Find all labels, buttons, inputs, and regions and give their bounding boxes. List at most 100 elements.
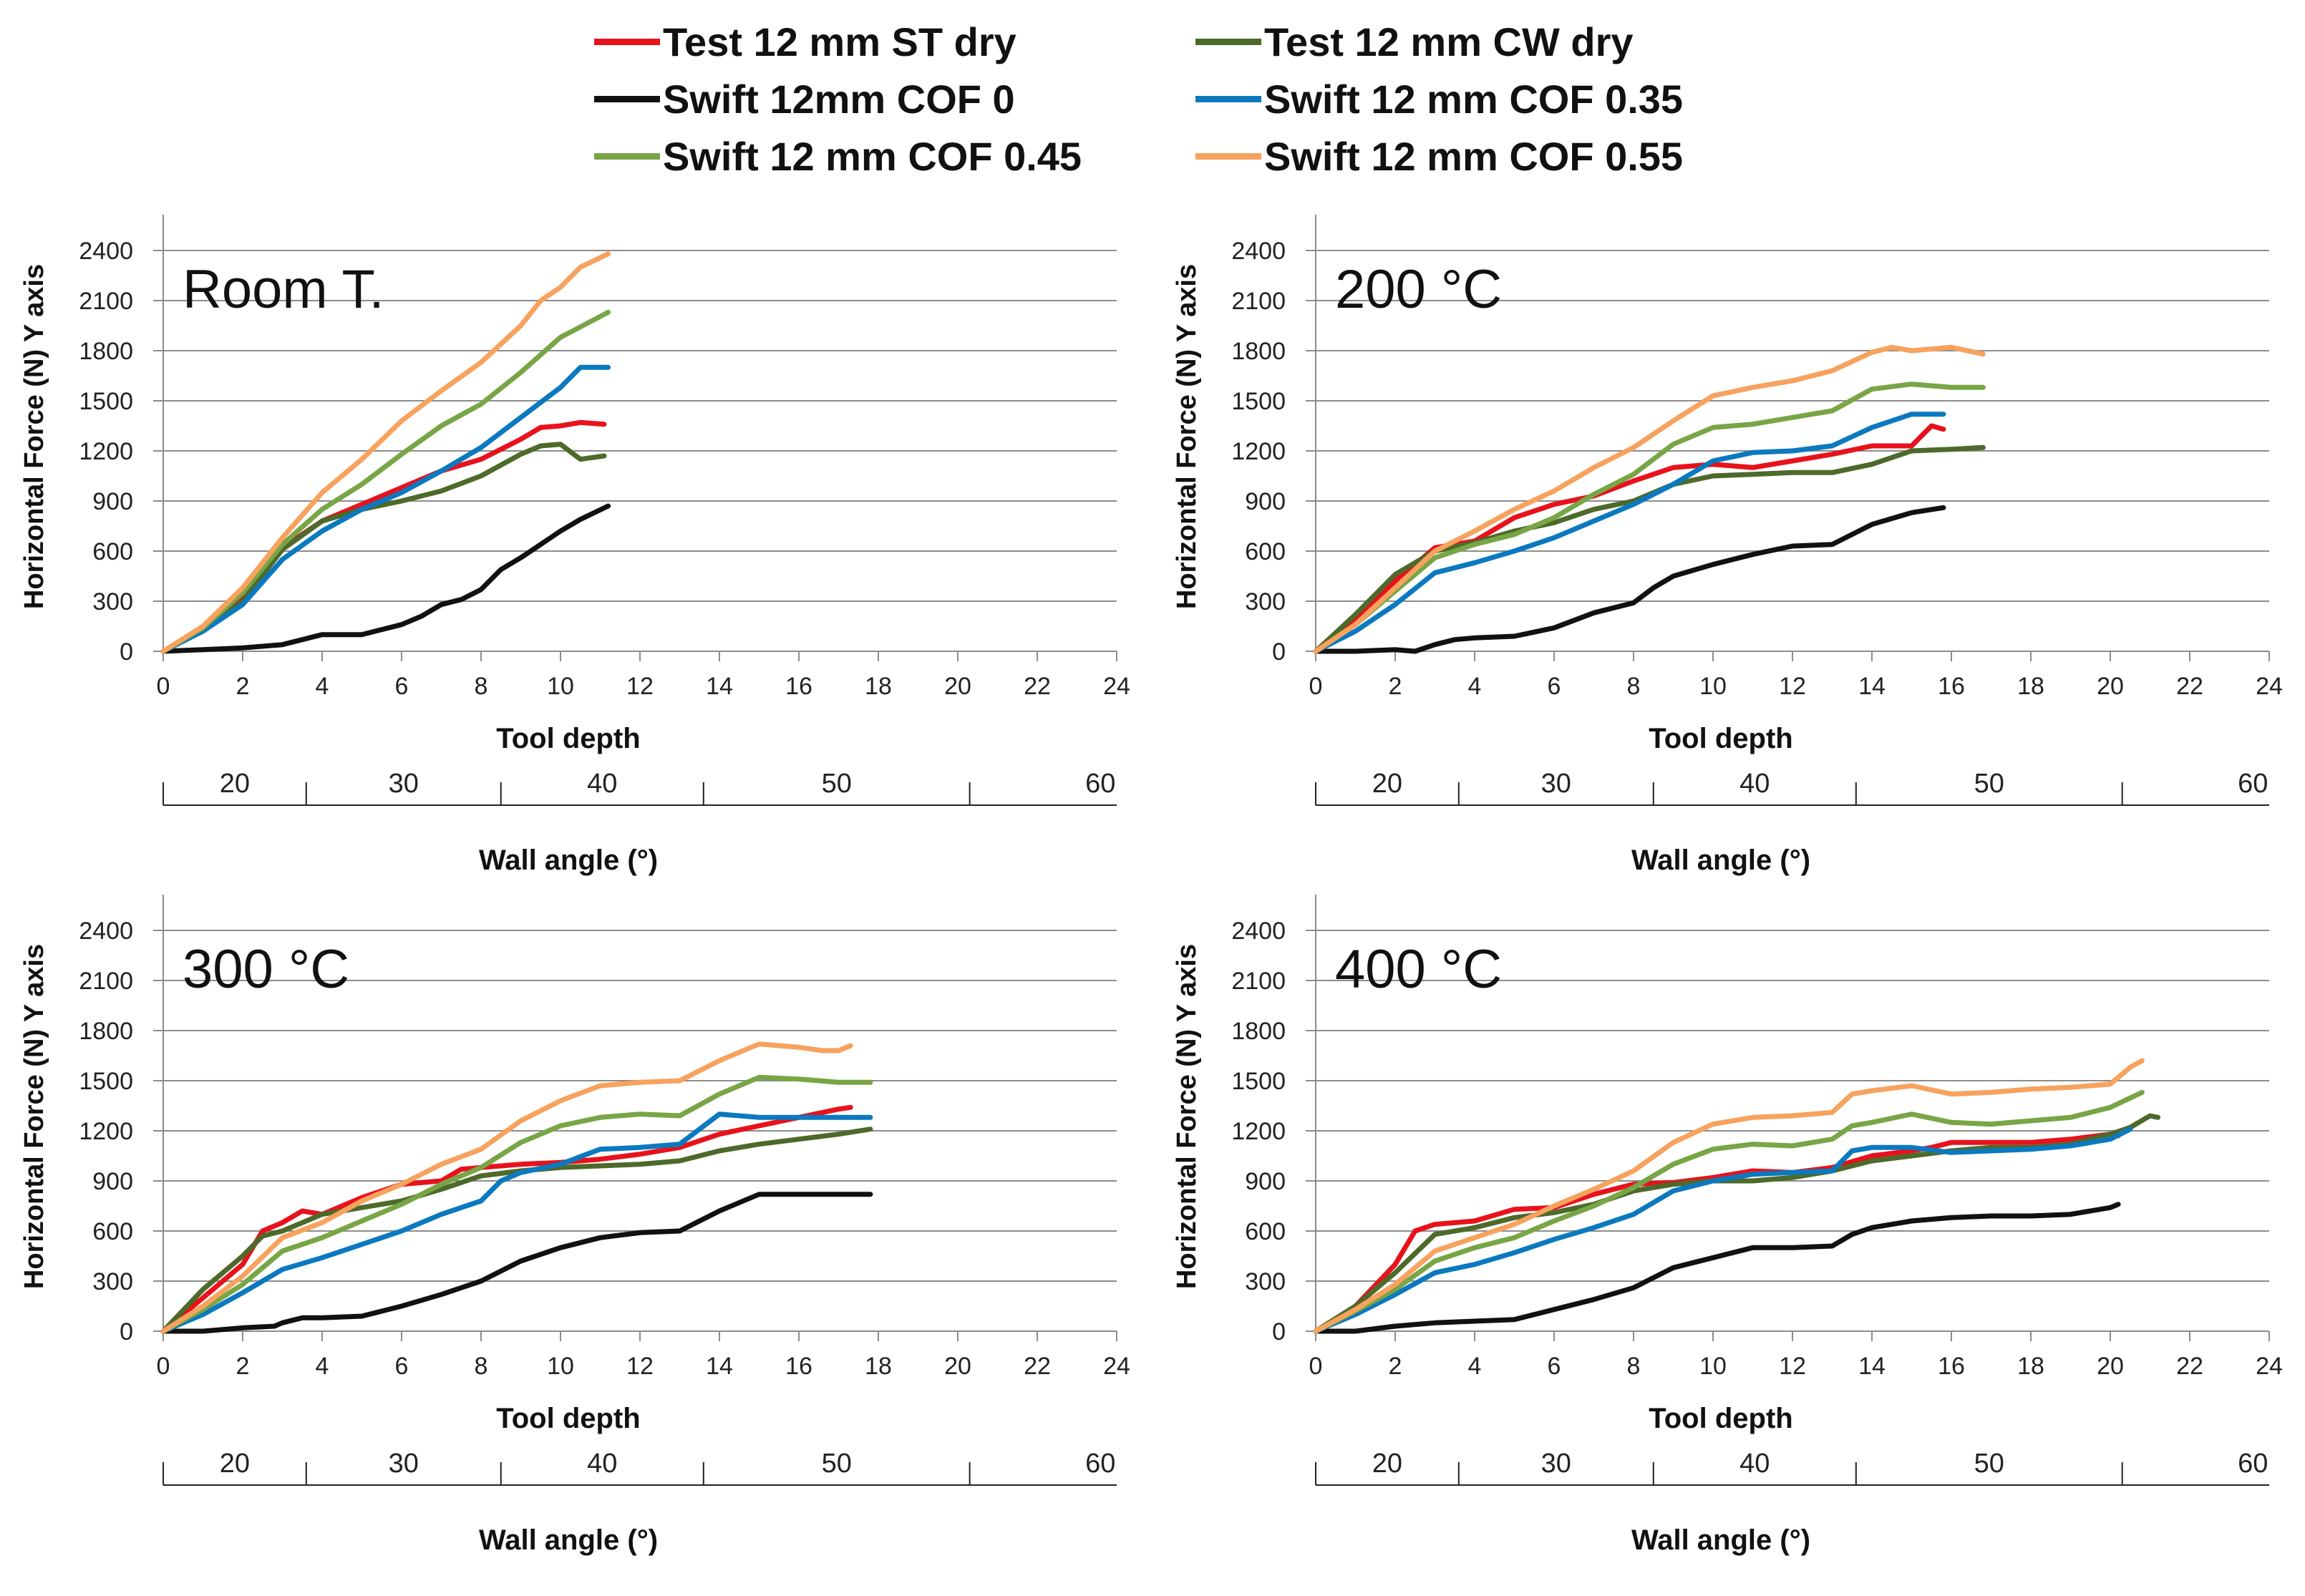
x-tick-label: 22: [2176, 1353, 2203, 1380]
y-tick-label: 0: [1272, 638, 1286, 666]
x-tick-label: 22: [1024, 1353, 1051, 1380]
y-tick-label: 1500: [79, 1068, 133, 1095]
series-line: [160, 364, 611, 654]
y-tick-label: 300: [92, 1268, 133, 1295]
legend-swatch: [594, 152, 660, 160]
legend-item-test-cw-dry: Test 12 mm CW dry: [1195, 13, 1634, 70]
chart-title: 400 °C: [1335, 939, 1502, 1000]
x-tick-label: 0: [157, 1353, 170, 1380]
y-tick-label: 900: [1245, 488, 1286, 515]
wall-angle-axis-label: Wall angle (°): [479, 1524, 658, 1556]
series-line: [1313, 1202, 2121, 1334]
x-tick-label: 24: [1103, 673, 1130, 700]
y-axis-label: Horizontal Force (N) Y axis: [1172, 944, 1202, 1289]
wall-angle-label: 60: [1085, 1449, 1115, 1479]
legend-label: Test 12 mm ST dry: [663, 19, 1016, 64]
series-line: [160, 1104, 853, 1334]
x-tick-label: 8: [1627, 1353, 1641, 1380]
y-tick-label: 900: [1245, 1168, 1286, 1195]
x-tick-label: 10: [547, 1353, 574, 1380]
y-tick-label: 2100: [79, 288, 133, 315]
x-tick-label: 14: [1858, 673, 1886, 700]
x-tick-label: 8: [475, 1353, 488, 1380]
wall-angle-label: 60: [2238, 1449, 2268, 1479]
y-tick-label: 300: [1245, 1268, 1286, 1295]
x-tick-label: 0: [1309, 1353, 1323, 1380]
y-tick-label: 1500: [79, 388, 133, 415]
x-tick-label: 22: [2176, 673, 2203, 700]
y-tick-label: 2400: [79, 918, 133, 945]
y-tick-label: 1800: [1231, 338, 1286, 365]
x-tick-label: 6: [1548, 1353, 1561, 1380]
y-tick-label: 300: [92, 588, 133, 615]
x-tick-label: 12: [1779, 1353, 1806, 1380]
legend-label: Test 12 mm CW dry: [1264, 19, 1634, 64]
legend-item-swift-cof-0: Swift 12mm COF 0: [594, 70, 1015, 127]
x-axis-label: Tool depth: [1649, 1403, 1792, 1434]
x-axis-label: Tool depth: [496, 723, 640, 754]
legend-item-swift-cof-035: Swift 12 mm COF 0.35: [1195, 70, 1683, 127]
x-tick-label: 4: [1468, 673, 1482, 700]
x-tick-label: 12: [626, 1353, 654, 1380]
x-tick-label: 8: [1627, 673, 1641, 700]
chart-title: Room T.: [183, 259, 384, 320]
legend-label: Swift 12 mm COF 0.45: [663, 133, 1082, 179]
y-tick-label: 1200: [79, 438, 133, 465]
series-line: [1313, 1089, 2145, 1334]
y-tick-label: 1500: [1231, 388, 1286, 415]
y-tick-label: 1200: [79, 1118, 133, 1145]
x-tick-label: 14: [706, 673, 733, 700]
x-tick-label: 20: [2097, 1353, 2124, 1380]
x-tick-label: 2: [1389, 1353, 1402, 1380]
y-tick-label: 0: [120, 638, 133, 666]
x-tick-label: 10: [1699, 673, 1727, 700]
x-tick-label: 6: [395, 673, 409, 700]
x-axis-label: Tool depth: [496, 1403, 640, 1434]
wall-angle-axis-label: Wall angle (°): [1631, 845, 1810, 876]
wall-angle-axis-label: Wall angle (°): [479, 845, 658, 876]
series-line: [160, 419, 607, 654]
x-tick-label: 20: [944, 1353, 971, 1380]
x-tick-label: 18: [865, 1353, 892, 1380]
legend-item-swift-cof-055: Swift 12 mm COF 0.55: [1195, 127, 1683, 185]
y-axis-label: Horizontal Force (N) Y axis: [19, 264, 49, 609]
chart-title: 200 °C: [1335, 259, 1502, 320]
wall-angle-label: 30: [389, 1449, 419, 1479]
x-tick-label: 24: [2256, 1353, 2283, 1380]
legend-label: Swift 12 mm COF 0.35: [1264, 76, 1684, 122]
chart-400c: 0 300 600 900 1200 1500 1800 2100 2400 0 2 4 6 8 10 12 1…: [1152, 880, 2305, 1596]
wall-angle-label: 60: [1085, 769, 1115, 799]
series-line: [1313, 344, 1986, 654]
wall-angle-label: 30: [1541, 769, 1571, 799]
x-tick-label: 20: [2097, 673, 2124, 700]
legend-swatch: [594, 38, 660, 45]
wall-angle-label: 60: [2238, 769, 2268, 799]
y-tick-label: 1800: [1231, 1018, 1286, 1045]
x-tick-label: 12: [1779, 673, 1806, 700]
y-tick-label: 600: [1245, 1218, 1286, 1245]
x-tick-label: 2: [1389, 673, 1402, 700]
y-tick-label: 1500: [1231, 1068, 1286, 1095]
series-line: [1313, 412, 1946, 654]
x-tick-label: 2: [236, 1353, 250, 1380]
wall-angle-label: 30: [389, 769, 419, 799]
wall-angle-label: 30: [1541, 1449, 1571, 1479]
chart-300c: 0 300 600 900 1200 1500 1800 2100 2400 0 2 4 6 8 10 12 1…: [0, 880, 1152, 1596]
series-line: [1313, 381, 1986, 654]
x-tick-label: 10: [547, 673, 574, 700]
y-tick-label: 2100: [1231, 968, 1286, 995]
wall-angle-label: 50: [1974, 1449, 2004, 1479]
y-tick-label: 2400: [79, 238, 133, 265]
x-tick-label: 12: [626, 673, 654, 700]
series-line: [160, 1192, 873, 1334]
x-tick-label: 16: [785, 673, 812, 700]
y-tick-label: 600: [92, 1218, 133, 1245]
x-tick-label: 18: [2017, 1353, 2044, 1380]
y-tick-label: 2400: [1231, 918, 1286, 945]
x-tick-label: 16: [1938, 1353, 1965, 1380]
y-tick-label: 600: [1245, 538, 1286, 565]
legend-item-test-st-dry: Test 12 mm ST dry: [594, 13, 1016, 70]
